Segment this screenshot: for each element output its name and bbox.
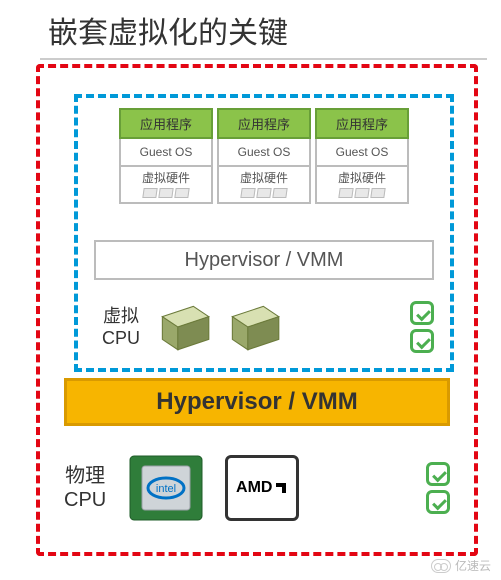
pcpu-row: 物理 CPU intel AMD bbox=[64, 438, 450, 538]
mini-chips-icon bbox=[219, 186, 309, 202]
vm-hw-text: 虚拟硬件 bbox=[338, 171, 386, 185]
pcpu-label-line2: CPU bbox=[64, 488, 106, 512]
amd-text: AMD bbox=[236, 479, 272, 497]
check-icon bbox=[410, 301, 434, 325]
vm-row: 应用程序 Guest OS 虚拟硬件 应用程序 Guest OS 虚拟硬件 bbox=[78, 108, 450, 204]
vm-app-label: 应用程序 bbox=[217, 108, 311, 139]
vcpu-chip-icon bbox=[222, 296, 284, 358]
vcpu-label-line1: 虚拟 bbox=[102, 305, 140, 327]
vcpu-checks bbox=[410, 301, 434, 353]
intel-text: intel bbox=[156, 483, 176, 495]
vcpu-label: 虚拟 CPU bbox=[102, 305, 140, 349]
inner-hypervisor-box: Hypervisor / VMM bbox=[94, 240, 434, 280]
watermark-icon bbox=[431, 559, 451, 573]
vcpu-label-line2: CPU bbox=[102, 327, 140, 349]
vm-app-label: 应用程序 bbox=[315, 108, 409, 139]
vm-hw-label: 虚拟硬件 bbox=[119, 167, 213, 204]
vm-hw-label: 虚拟硬件 bbox=[217, 167, 311, 204]
vm-stack: 应用程序 Guest OS 虚拟硬件 bbox=[217, 108, 311, 204]
vcpu-row: 虚拟 CPU bbox=[94, 288, 434, 366]
vm-app-label: 应用程序 bbox=[119, 108, 213, 139]
check-icon bbox=[426, 490, 450, 514]
vm-guest-label: Guest OS bbox=[315, 139, 409, 167]
amd-chip-icon: AMD bbox=[220, 448, 304, 528]
page-title: 嵌套虚拟化的关键 bbox=[0, 0, 501, 58]
vm-guest-label: Guest OS bbox=[119, 139, 213, 167]
mini-chips-icon bbox=[317, 186, 407, 202]
mini-chips-icon bbox=[121, 186, 211, 202]
outer-dashed-box: 应用程序 Guest OS 虚拟硬件 应用程序 Guest OS 虚拟硬件 bbox=[36, 64, 478, 556]
pcpu-label-line1: 物理 bbox=[64, 464, 106, 488]
outer-hypervisor-box: Hypervisor / VMM bbox=[64, 378, 450, 426]
vm-stack: 应用程序 Guest OS 虚拟硬件 bbox=[119, 108, 213, 204]
watermark-text: 亿速云 bbox=[455, 557, 491, 574]
check-icon bbox=[426, 462, 450, 486]
vm-hw-text: 虚拟硬件 bbox=[142, 171, 190, 185]
title-underline bbox=[40, 58, 487, 60]
watermark: 亿速云 bbox=[431, 557, 491, 574]
vm-hw-label: 虚拟硬件 bbox=[315, 167, 409, 204]
pcpu-checks bbox=[426, 462, 450, 514]
inner-dashed-box: 应用程序 Guest OS 虚拟硬件 应用程序 Guest OS 虚拟硬件 bbox=[74, 94, 454, 372]
amd-arrow-icon bbox=[274, 481, 288, 495]
vm-hw-text: 虚拟硬件 bbox=[240, 171, 288, 185]
vm-stack: 应用程序 Guest OS 虚拟硬件 bbox=[315, 108, 409, 204]
check-icon bbox=[410, 329, 434, 353]
vcpu-chip-icon bbox=[152, 296, 214, 358]
intel-chip-icon: intel bbox=[124, 448, 208, 528]
vm-guest-label: Guest OS bbox=[217, 139, 311, 167]
pcpu-label: 物理 CPU bbox=[64, 464, 106, 512]
